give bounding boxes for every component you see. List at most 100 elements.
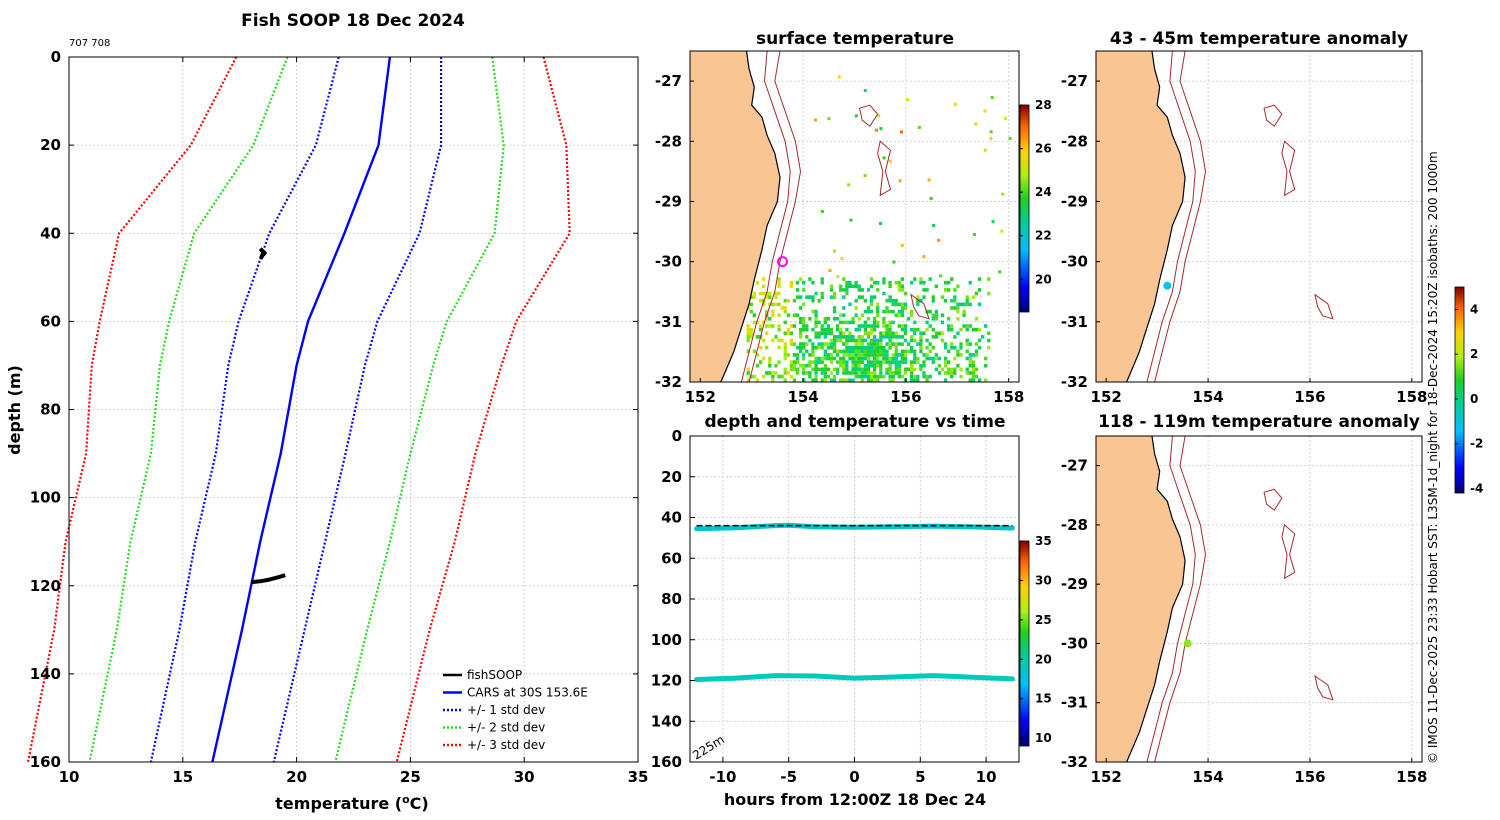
sst-pixel <box>879 353 883 357</box>
sst-pixel <box>873 317 877 321</box>
sst-pixel <box>860 353 864 357</box>
sst-pixel <box>974 291 979 296</box>
sst-pixel <box>968 324 972 328</box>
sst-pixel <box>876 360 880 364</box>
sst-pixel <box>882 345 886 350</box>
sst-pixel <box>817 367 821 372</box>
sst-pixel <box>879 360 883 364</box>
sst-pixel <box>891 302 895 307</box>
sst-pixel <box>919 367 923 372</box>
sst-pixel <box>968 371 972 375</box>
profile-xtick-label: 20 <box>286 768 307 786</box>
sst-pixel <box>913 277 917 281</box>
sst-pixel <box>876 374 880 379</box>
sst-pixel <box>839 288 843 292</box>
sst-pixel <box>842 331 846 336</box>
sst-pixel <box>805 335 809 339</box>
sst-pixel <box>916 378 920 382</box>
sst-pixel <box>943 371 948 375</box>
sst-pixel <box>789 374 794 379</box>
sst-pixel <box>894 360 898 364</box>
anom2-title: 118 - 119m temperature anomaly <box>1098 412 1420 432</box>
sst-pixel <box>768 360 772 364</box>
sst-pixel <box>777 324 781 328</box>
sst-pixel <box>826 374 831 379</box>
sst-pixel <box>953 356 957 361</box>
anom1-land <box>1096 51 1186 382</box>
sst-pixel <box>765 371 769 375</box>
sst-pixel <box>866 367 871 372</box>
sst-ytick-label: -30 <box>655 253 682 271</box>
sst-pixel <box>873 353 877 357</box>
sst-pixel <box>811 295 815 299</box>
sst-pixel <box>873 335 877 339</box>
sst-pixel <box>885 349 889 354</box>
sst-pixel <box>758 360 763 364</box>
sst-pixel <box>863 174 867 178</box>
sst-pixel <box>789 367 794 372</box>
sst-pixel <box>869 327 874 332</box>
dvt-title: depth and temperature vs time <box>705 412 1006 432</box>
sst-pixel <box>903 360 908 364</box>
anom2-content <box>1096 436 1422 762</box>
sst-pixel <box>971 360 976 364</box>
sst-pixel <box>989 130 993 134</box>
sst-pixel <box>877 114 881 118</box>
sst-pixel <box>894 302 898 307</box>
sst-pixel <box>919 363 923 368</box>
sst-pixel <box>950 374 954 379</box>
sst-pixel <box>888 327 892 332</box>
sst-pixel <box>746 324 750 328</box>
sst-pixel <box>971 378 976 382</box>
sst-land <box>690 51 780 382</box>
sst-pixel <box>897 353 901 357</box>
sst-pixel <box>968 280 972 285</box>
sst-pixel <box>875 128 879 132</box>
sst-pixel <box>919 280 923 285</box>
track-position-marker <box>777 256 789 268</box>
sst-pixel <box>953 345 957 350</box>
sst-pixel <box>777 338 781 343</box>
sst-content <box>690 51 1019 382</box>
legend-entry: +/- 2 std dev <box>467 721 545 735</box>
sst-pixel <box>900 327 905 332</box>
sst-pixel <box>934 313 938 317</box>
sst-pixel <box>798 320 803 325</box>
sst-pixel <box>903 356 908 361</box>
sst-pixel <box>860 374 864 379</box>
sst-pixel <box>913 378 917 382</box>
sst-pixel <box>798 345 803 350</box>
sst-pixel <box>934 367 938 372</box>
sst-pixel <box>950 306 954 310</box>
sst-pixel <box>991 220 995 224</box>
sst-pixel <box>953 367 957 372</box>
sst-pixel <box>749 335 753 339</box>
sst-pixel <box>860 313 864 317</box>
sst-pixel <box>783 356 787 361</box>
sst-pixel <box>900 277 905 281</box>
sst-pixel <box>832 249 836 253</box>
sst-pixel <box>931 298 935 303</box>
sst-pixel <box>900 288 905 292</box>
sst-pixel <box>845 360 849 364</box>
profile-ytick-label: 20 <box>40 136 61 154</box>
sst-pixel <box>943 378 948 382</box>
sst-pixel <box>873 327 877 332</box>
profile-ytick-label: 140 <box>30 665 61 683</box>
profile-ytick-label: 160 <box>30 753 61 771</box>
sst-pixel <box>891 371 895 375</box>
sst-pixel <box>863 356 868 361</box>
sst-pixel <box>789 360 794 364</box>
sst-seamount-isobath <box>859 104 879 127</box>
profile-ytick-label: 40 <box>40 224 61 242</box>
sst-pixel <box>752 295 757 299</box>
sst-pixel <box>866 374 871 379</box>
sst-pixel <box>783 353 787 357</box>
sst-pixel <box>823 317 827 321</box>
sst-pixel <box>771 324 775 328</box>
sst-pixel <box>910 367 914 372</box>
sst-pixel <box>826 317 831 321</box>
sst-pixel <box>906 342 911 346</box>
sst-seamount-isobath <box>877 140 892 197</box>
sst-pixel <box>940 367 945 372</box>
